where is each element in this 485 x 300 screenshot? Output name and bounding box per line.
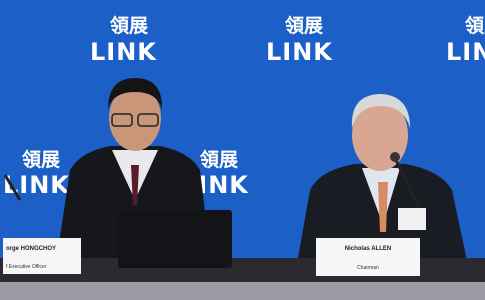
logo-english: LINK [446,38,485,66]
logo-chinese: 領展 [200,148,238,171]
card-name: Nicholas ALLEN [345,246,391,252]
tablecloth [0,282,485,300]
card-title: f Executive Officer [6,264,47,270]
card-name: orge HONGCHOY [6,246,56,252]
logo-chinese: 領展 [22,148,60,171]
laptop [118,210,232,268]
logo-chinese: 領展 [465,14,485,37]
photo: 領展 LINK 領展 LINK 領展 LINK 領展 LINK 領展 LINK … [0,0,485,300]
logo-english: LINK [266,38,333,66]
microphone-head [390,152,400,162]
card-title: Chairman [357,265,379,271]
logo-english: LINK [3,171,70,199]
desk-sign [398,208,426,230]
logo-english: LINK [90,38,157,66]
logo-chinese: 領展 [110,14,148,37]
logo-chinese: 領展 [285,14,323,37]
